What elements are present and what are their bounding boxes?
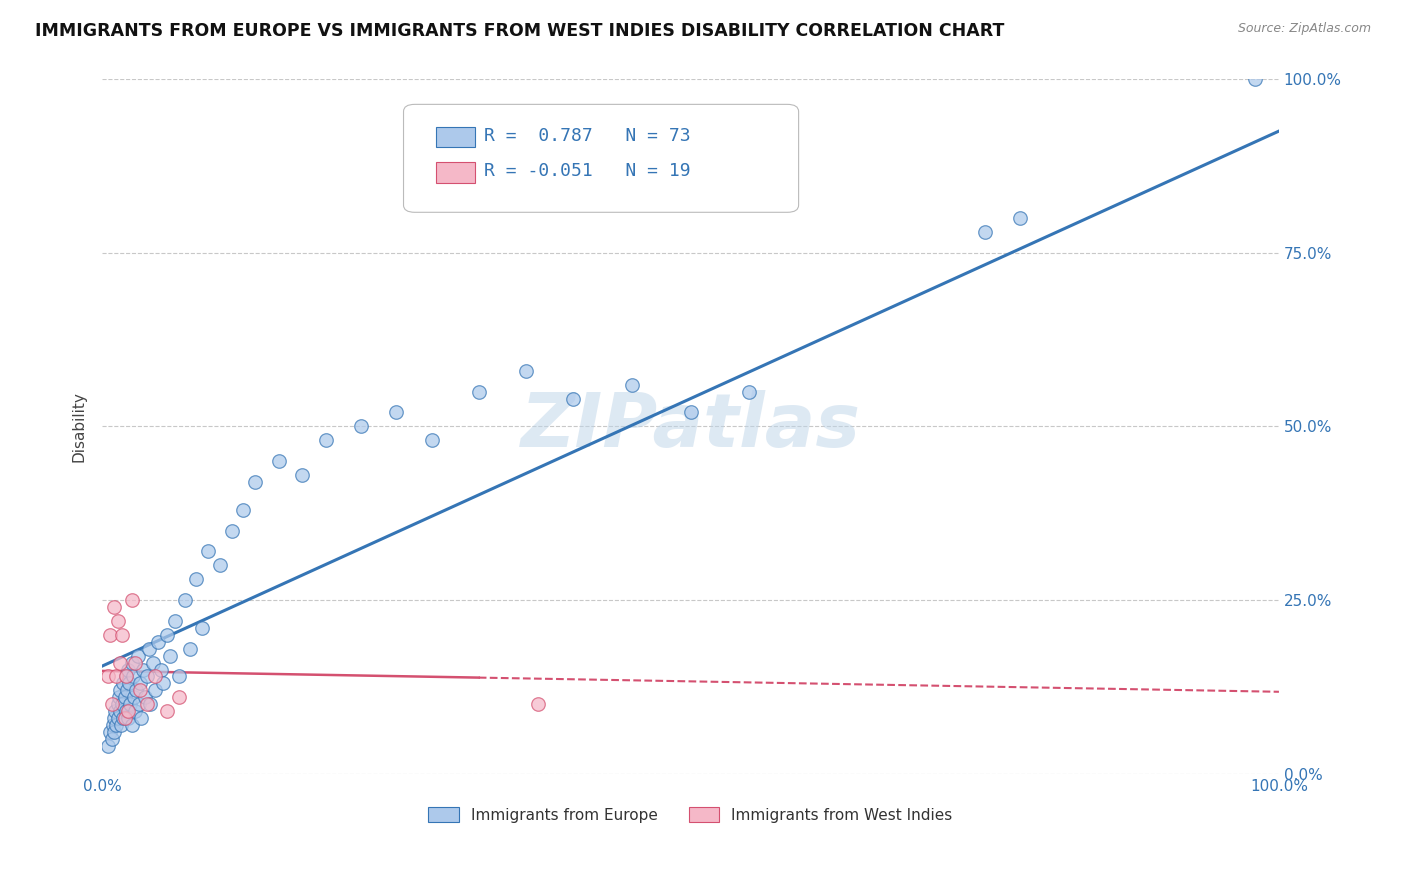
Point xyxy=(103,711,125,725)
Point xyxy=(420,434,443,448)
Point xyxy=(142,656,165,670)
Point xyxy=(118,676,141,690)
Point xyxy=(128,698,150,712)
Point xyxy=(103,600,125,615)
Point xyxy=(100,732,122,747)
Point xyxy=(167,669,190,683)
Point xyxy=(350,419,373,434)
Point xyxy=(101,718,124,732)
Point xyxy=(108,656,131,670)
Point xyxy=(132,663,155,677)
Point xyxy=(156,704,179,718)
Point xyxy=(679,405,702,419)
Legend: Immigrants from Europe, Immigrants from West Indies: Immigrants from Europe, Immigrants from … xyxy=(422,800,959,829)
Point xyxy=(121,669,143,683)
Point xyxy=(97,669,120,683)
Point xyxy=(150,663,173,677)
Point xyxy=(122,690,145,705)
Y-axis label: Disability: Disability xyxy=(72,391,86,462)
Text: Source: ZipAtlas.com: Source: ZipAtlas.com xyxy=(1237,22,1371,36)
Point xyxy=(124,656,146,670)
Point xyxy=(114,690,136,705)
Point xyxy=(128,683,150,698)
Point xyxy=(152,676,174,690)
Point xyxy=(107,690,129,705)
Point xyxy=(1008,211,1031,225)
Point xyxy=(105,718,128,732)
Point xyxy=(315,434,337,448)
Point xyxy=(165,614,187,628)
Point xyxy=(526,698,548,712)
Point xyxy=(127,648,149,663)
Point xyxy=(136,698,159,712)
Point xyxy=(156,628,179,642)
Point xyxy=(143,683,166,698)
Point xyxy=(173,593,195,607)
Point xyxy=(128,676,150,690)
Point xyxy=(107,711,129,725)
Point xyxy=(111,698,134,712)
Point xyxy=(738,384,761,399)
Point xyxy=(139,698,162,712)
Point xyxy=(186,572,208,586)
Point xyxy=(112,676,135,690)
Point xyxy=(515,364,537,378)
Point xyxy=(125,683,148,698)
Point xyxy=(146,634,169,648)
Point xyxy=(120,698,142,712)
Point xyxy=(468,384,491,399)
Point xyxy=(385,405,408,419)
Point xyxy=(973,225,995,239)
Text: R = -0.051   N = 19: R = -0.051 N = 19 xyxy=(484,162,690,180)
Point xyxy=(208,558,231,573)
Point xyxy=(1244,72,1267,87)
Point xyxy=(561,392,583,406)
Point xyxy=(115,683,138,698)
Point xyxy=(267,454,290,468)
Point xyxy=(159,648,181,663)
Point xyxy=(100,628,122,642)
Point xyxy=(112,711,135,725)
Point xyxy=(114,711,136,725)
Point xyxy=(105,669,128,683)
Point xyxy=(138,641,160,656)
Point xyxy=(114,669,136,683)
Point xyxy=(121,593,143,607)
Point xyxy=(134,690,156,705)
Point xyxy=(100,698,122,712)
Point xyxy=(97,739,120,753)
Point xyxy=(124,704,146,718)
Point xyxy=(243,475,266,489)
Point xyxy=(620,377,643,392)
Point xyxy=(117,711,139,725)
Point xyxy=(129,711,152,725)
Point xyxy=(291,468,314,483)
Point xyxy=(107,698,129,712)
Point xyxy=(143,669,166,683)
Text: IMMIGRANTS FROM EUROPE VS IMMIGRANTS FROM WEST INDIES DISABILITY CORRELATION CHA: IMMIGRANTS FROM EUROPE VS IMMIGRANTS FRO… xyxy=(35,22,1004,40)
Point xyxy=(114,669,136,683)
Point xyxy=(179,641,201,656)
Point xyxy=(110,718,132,732)
Point xyxy=(108,683,131,698)
Point xyxy=(191,621,214,635)
Point xyxy=(117,663,139,677)
Point xyxy=(100,725,122,739)
Point xyxy=(121,656,143,670)
Point xyxy=(221,524,243,538)
Point xyxy=(121,718,143,732)
Text: R =  0.787   N = 73: R = 0.787 N = 73 xyxy=(484,127,690,145)
Point xyxy=(167,690,190,705)
Point xyxy=(117,704,139,718)
Point xyxy=(114,704,136,718)
Point xyxy=(136,669,159,683)
Text: ZIPatlas: ZIPatlas xyxy=(520,390,860,463)
Point xyxy=(111,628,134,642)
Point xyxy=(107,614,129,628)
Point xyxy=(232,502,254,516)
Point xyxy=(104,704,127,718)
Point xyxy=(197,544,219,558)
Point xyxy=(108,704,131,718)
Point xyxy=(103,725,125,739)
